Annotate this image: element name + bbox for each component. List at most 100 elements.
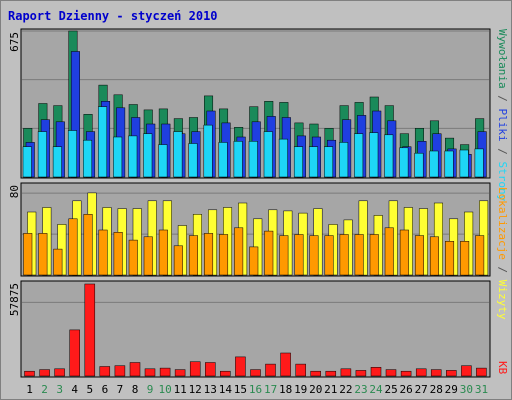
day-label: 16 [249,383,262,396]
day-label: 27 [415,383,428,396]
legend-kbytes: KB [496,361,509,375]
legend-sites: Lokalizacje [496,187,509,260]
day-labels: 1 2 3 4 5 6 7 8 9 10 11 12 13 14 15 16 17 18 19 20 21 22 23 24 2… [26,383,488,396]
legend-hits: Wywołania [496,29,509,89]
pages-bar [203,124,213,178]
sites-bar [219,234,229,276]
kbytes-bar [295,363,306,377]
kbytes-bar [280,352,291,377]
day-label: 3 [56,383,63,396]
day-label: 9 [147,383,154,396]
sites-bar [460,241,470,276]
sites-bar [23,233,33,276]
sites-bar [98,229,108,276]
pages-bar [384,134,394,178]
sites-bar [143,236,153,276]
sites-bar [158,229,168,276]
day-label: 15 [234,383,247,396]
sites-bar [264,230,274,276]
day-label: 11 [174,383,187,396]
day-label: 2 [41,383,48,396]
sites-bar [309,235,319,276]
legend-visits: Wizyty [496,280,509,320]
sites-bar [128,239,138,276]
sites-bar [445,241,455,276]
kbytes-bar [476,367,487,377]
day-label: 24 [369,383,383,396]
sites-bar [475,235,485,276]
day-label: 17 [264,383,277,396]
sites-bar [399,229,409,276]
legend-files: Pliki [496,108,509,141]
pages-bar [83,139,93,178]
pages-bar [37,131,47,178]
bars [22,30,489,377]
kbytes-bar [99,366,111,377]
kbytes-bar [189,361,201,377]
sites-bar [294,234,304,276]
legend-middle: Lokalizacje / Wizyty [496,187,509,320]
kbytes-bar [220,370,231,377]
sites-bar [38,233,48,276]
pages-bar [143,133,153,178]
sites-bar [113,232,123,276]
pages-bar [293,146,303,178]
pages-bar [354,133,364,178]
day-label: 8 [132,383,139,396]
pages-bar [278,138,288,178]
sites-bar [68,218,78,276]
pages-bar [113,136,123,178]
day-label: 7 [117,383,124,396]
pages-bar [308,146,318,178]
kbytes-bar [355,370,367,377]
kbytes-bar [39,369,50,377]
kbytes-bar [430,369,442,377]
sites-bar [414,235,424,276]
day-label: 21 [324,383,337,396]
kbytes-bar [129,362,141,377]
kbytes-panel [20,280,491,378]
sites-bar [384,227,394,276]
pages-bar [22,146,32,178]
pages-bar [263,131,273,178]
legend-sep-3: / [496,260,509,280]
legend-pages: Strony [496,161,509,201]
pages-bar [248,141,258,178]
kbytes-bar [174,369,186,377]
pages-bar [173,131,183,178]
sites-bar [173,245,183,276]
sites-bar [188,235,198,276]
kbytes-bar [114,365,126,377]
day-label: 29 [445,383,458,396]
kbytes-bar [250,369,261,377]
kbytes-bar [265,363,276,377]
kbytes-bar [205,362,216,377]
day-label: 20 [309,383,322,396]
pages-bar [429,150,439,178]
kbytes-bar [400,370,412,377]
pages-bar [369,132,379,178]
kbytes-bar [370,367,382,377]
kbytes-bar [446,370,457,377]
day-label: 19 [294,383,307,396]
chart-title: Raport Dzienny - styczeń 2010 [8,9,218,23]
day-label: 14 [219,383,233,396]
sites-bar [249,246,259,276]
sites-bar [279,235,289,276]
day-label: 30 [460,383,473,396]
kbytes-bar [310,370,321,377]
kbytes-bar [385,369,397,377]
sites-bar [204,233,214,276]
day-label: 25 [384,383,397,396]
day-label: 31 [475,383,488,396]
sites-bar [429,236,439,276]
hits-ymax-label: 675 [8,32,21,52]
day-label: 6 [102,383,109,396]
sites-bar [369,234,379,276]
pages-bar [128,135,138,178]
kbytes-ymax-label: 57875 [8,283,21,316]
pages-bar [339,142,349,178]
pages-bar [98,106,108,178]
kbytes-bar [84,283,96,377]
day-label: 26 [399,383,412,396]
